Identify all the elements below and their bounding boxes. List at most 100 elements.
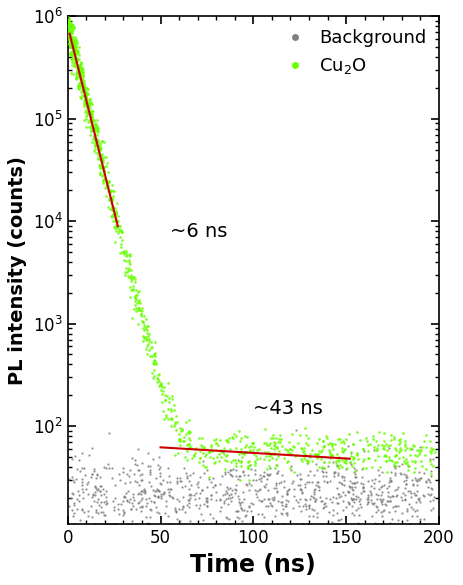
Point xyxy=(151,491,159,500)
Point xyxy=(235,497,243,507)
Point xyxy=(273,486,281,495)
Point xyxy=(142,345,150,354)
Point xyxy=(65,19,72,29)
Point xyxy=(407,519,414,529)
Point xyxy=(69,39,77,48)
Point xyxy=(146,329,153,339)
Point xyxy=(164,404,172,414)
Point xyxy=(65,22,73,32)
Point xyxy=(96,144,104,154)
Point xyxy=(135,304,142,313)
Point xyxy=(215,456,222,466)
Point xyxy=(372,445,380,455)
Point xyxy=(272,483,279,493)
Point xyxy=(290,442,298,451)
Point xyxy=(131,495,138,505)
Point xyxy=(65,10,72,19)
Point xyxy=(185,429,192,438)
Point xyxy=(391,506,399,515)
Point xyxy=(148,497,155,506)
Point xyxy=(150,490,157,500)
Point xyxy=(286,438,293,447)
Point xyxy=(131,455,138,464)
Point xyxy=(236,472,244,481)
Point xyxy=(73,57,81,66)
Point xyxy=(385,491,392,501)
Point xyxy=(237,445,244,454)
Point xyxy=(352,494,359,504)
Point xyxy=(392,501,400,511)
Point xyxy=(384,487,391,497)
Point xyxy=(279,509,286,518)
Point xyxy=(66,17,74,26)
Point xyxy=(65,39,72,48)
Point xyxy=(130,469,138,479)
Point xyxy=(65,23,72,32)
Point xyxy=(402,470,410,479)
Point xyxy=(377,519,385,529)
Point xyxy=(390,435,398,444)
Point xyxy=(77,58,84,68)
Point xyxy=(290,491,297,500)
Point xyxy=(109,203,117,212)
Point xyxy=(305,511,313,521)
Point xyxy=(108,202,116,212)
Point xyxy=(346,476,353,486)
Point xyxy=(345,429,353,439)
Point xyxy=(338,478,345,487)
Point xyxy=(431,447,438,456)
Point xyxy=(349,489,357,498)
Point xyxy=(422,442,430,452)
Point xyxy=(247,518,255,528)
Point xyxy=(68,68,75,78)
Point xyxy=(411,506,418,515)
Point xyxy=(230,433,237,442)
Point xyxy=(69,43,76,52)
Point xyxy=(191,491,198,500)
Point xyxy=(65,39,73,49)
Point xyxy=(306,477,313,486)
Point xyxy=(250,445,257,455)
Point xyxy=(299,501,307,511)
Point xyxy=(155,370,162,379)
Point xyxy=(94,144,102,153)
Point xyxy=(83,102,91,112)
Point xyxy=(396,434,404,443)
Point xyxy=(244,470,251,479)
Point xyxy=(167,485,175,494)
Point xyxy=(375,505,382,515)
Point xyxy=(387,477,394,486)
Point xyxy=(75,67,82,77)
Point xyxy=(274,467,281,476)
Point xyxy=(340,439,347,448)
Point xyxy=(114,228,122,238)
Point xyxy=(90,116,98,126)
Point xyxy=(344,441,352,450)
Point xyxy=(314,477,321,487)
Point xyxy=(77,66,84,75)
Point xyxy=(168,391,175,401)
Point xyxy=(106,187,113,196)
Point xyxy=(241,449,248,458)
Point xyxy=(93,505,100,515)
Point xyxy=(96,150,103,159)
Point xyxy=(175,504,183,513)
Point xyxy=(102,180,110,190)
Point xyxy=(72,57,80,67)
Point xyxy=(103,182,110,191)
Point xyxy=(84,512,92,521)
Point xyxy=(247,441,254,450)
Point xyxy=(297,455,305,464)
Point xyxy=(422,464,429,473)
Point xyxy=(135,298,143,307)
Point xyxy=(213,487,220,496)
Point xyxy=(324,439,332,449)
Point xyxy=(393,490,400,500)
Point xyxy=(269,433,277,443)
Point xyxy=(155,491,162,501)
Point xyxy=(313,439,320,448)
Point xyxy=(305,519,313,529)
Point xyxy=(66,36,73,45)
Point xyxy=(120,246,128,256)
Point xyxy=(104,158,111,167)
